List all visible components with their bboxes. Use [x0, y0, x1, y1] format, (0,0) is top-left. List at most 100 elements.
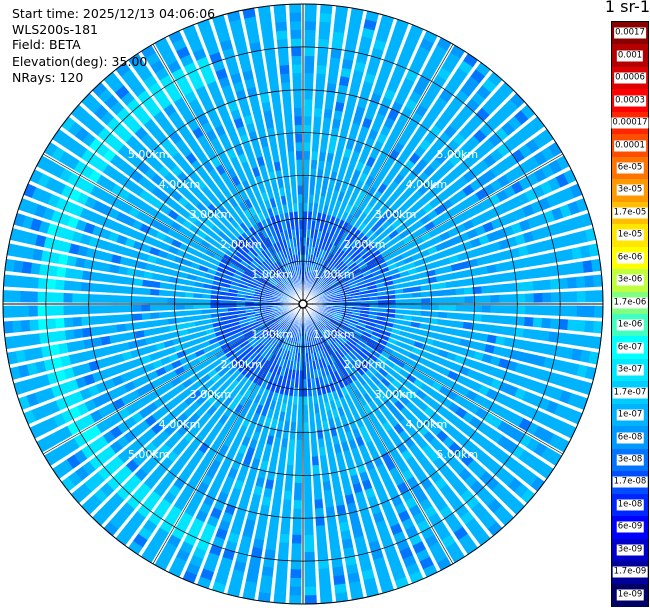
range-bin	[312, 324, 318, 334]
range-bin	[21, 261, 33, 274]
range-bin	[184, 395, 196, 406]
range-bin	[80, 293, 90, 303]
range-bin	[293, 90, 302, 100]
range-bin	[352, 369, 362, 379]
range-bin	[303, 439, 310, 449]
range-bin	[332, 435, 340, 446]
range-bin	[257, 320, 267, 327]
range-bin	[290, 569, 302, 579]
range-bin	[522, 391, 535, 404]
range-bin	[43, 141, 58, 157]
range-bin	[97, 505, 113, 520]
range-bin	[26, 201, 39, 215]
range-bin	[255, 345, 265, 354]
range-bin	[281, 516, 291, 527]
range-bin	[207, 355, 218, 364]
range-bin	[194, 281, 204, 288]
range-bin	[133, 278, 144, 287]
range-bin	[13, 260, 24, 273]
range-bin	[332, 118, 341, 129]
range-bin	[327, 345, 335, 355]
range-bin	[227, 467, 238, 480]
range-bin	[303, 133, 311, 143]
range-bin	[564, 376, 577, 390]
range-bin	[126, 267, 137, 277]
range-bin	[218, 519, 231, 532]
range-bin	[559, 360, 572, 374]
range-bin	[197, 354, 208, 363]
range-bin	[324, 99, 334, 110]
radar-ray	[115, 62, 300, 300]
range-bin	[271, 345, 279, 355]
range-bin	[567, 276, 577, 289]
range-bin	[201, 474, 213, 487]
range-bin	[143, 271, 154, 280]
range-bin	[248, 439, 258, 450]
range-bin	[158, 297, 168, 304]
range-bin	[230, 321, 240, 327]
range-bin	[147, 227, 159, 238]
range-bin	[208, 263, 219, 271]
range-bin	[184, 316, 195, 322]
range-bin	[262, 238, 270, 248]
range-bin	[163, 235, 174, 245]
range-bin	[240, 325, 250, 331]
range-bin	[378, 354, 388, 364]
range-bin	[227, 307, 237, 312]
range-bin	[116, 363, 128, 374]
range-bin	[334, 398, 342, 409]
range-bin	[559, 390, 572, 404]
range-bin	[266, 532, 278, 543]
radar-ray	[103, 71, 300, 300]
range-bin	[202, 389, 213, 400]
range-bin	[245, 333, 255, 341]
range-bin	[29, 276, 39, 289]
range-bin	[390, 523, 403, 536]
range-bin	[171, 239, 182, 249]
range-bin	[334, 305, 344, 309]
range-bin	[274, 480, 284, 491]
range-bin	[213, 421, 224, 433]
range-bin	[61, 476, 76, 492]
range-bin	[143, 476, 157, 490]
range-bin	[303, 361, 307, 371]
range-bin	[343, 331, 352, 338]
range-bin	[337, 349, 345, 358]
range-bin	[144, 362, 155, 373]
range-bin	[321, 339, 328, 349]
range-bin	[399, 369, 410, 379]
range-bin	[303, 193, 309, 203]
range-bin	[303, 141, 311, 152]
range-bin	[345, 353, 354, 363]
range-bin	[132, 304, 142, 312]
range-bin	[323, 366, 330, 376]
range-bin	[275, 272, 283, 281]
range-bin	[541, 429, 555, 445]
range-bin	[201, 454, 213, 467]
range-bin	[333, 574, 346, 586]
range-bin	[311, 378, 316, 388]
range-bin	[73, 449, 88, 464]
range-bin	[413, 378, 424, 389]
range-bin	[234, 433, 244, 444]
range-bin	[308, 317, 313, 327]
range-bin	[368, 366, 379, 376]
range-bin	[289, 360, 294, 371]
range-bin	[108, 388, 120, 400]
range-bin	[550, 292, 561, 303]
range-bin	[239, 322, 249, 328]
range-bin	[281, 293, 290, 298]
range-bin	[312, 211, 317, 222]
radar-ray	[3, 274, 298, 304]
range-bin	[261, 566, 274, 577]
range-bin	[503, 337, 515, 348]
range-bin	[229, 218, 239, 229]
range-bin	[489, 314, 500, 324]
range-bin	[215, 249, 226, 258]
range-bin	[150, 59, 165, 74]
range-bin	[311, 456, 319, 466]
range-bin	[164, 411, 176, 424]
range-bin	[120, 69, 136, 84]
range-bin	[175, 291, 186, 298]
range-bin	[348, 439, 358, 450]
